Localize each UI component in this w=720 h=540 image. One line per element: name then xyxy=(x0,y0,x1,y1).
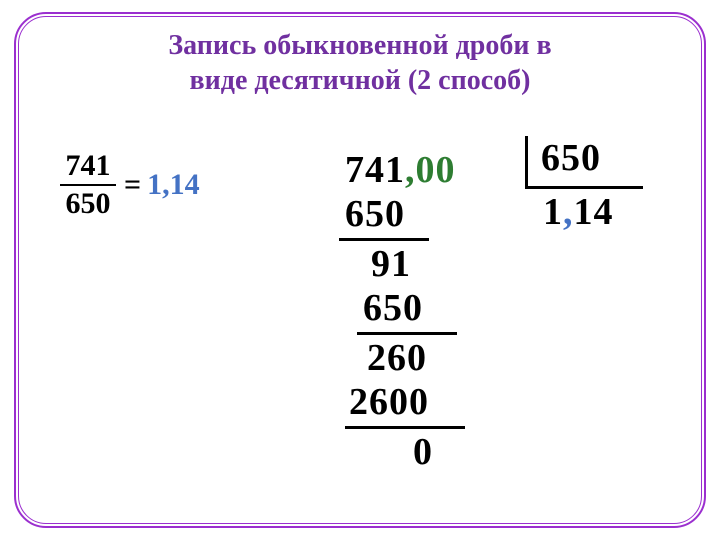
division-horizontal-bar xyxy=(525,186,643,189)
step-1-remainder: 91 xyxy=(371,242,411,286)
dividend-decimal: ,00 xyxy=(405,149,456,191)
step-2-subtract: 650 xyxy=(363,286,423,330)
step-2-remainder: 260 xyxy=(367,336,427,380)
step-1-line xyxy=(339,238,429,241)
title-line-1: Запись обыкновенной дроби в xyxy=(168,30,551,61)
step-1-subtract: 650 xyxy=(345,192,405,236)
step-3-remainder: 0 xyxy=(413,430,433,474)
quotient: 1,14 xyxy=(543,190,614,234)
numerator: 741 xyxy=(66,150,111,182)
equals-sign: = xyxy=(124,168,141,202)
dividend-integer: 741 xyxy=(345,149,405,191)
step-3-line xyxy=(345,426,465,429)
fraction: 741 650 xyxy=(60,150,116,219)
decimal-result: 1,14 xyxy=(147,168,200,202)
step-3-subtract: 2600 xyxy=(349,380,429,424)
fraction-bar xyxy=(60,184,116,186)
quotient-fraction: 14 xyxy=(574,191,614,233)
division-vertical-bar xyxy=(525,136,528,186)
step-2-line xyxy=(357,332,457,335)
page-title: Запись обыкновенной дроби в виде десятич… xyxy=(60,28,660,98)
denominator: 650 xyxy=(66,188,111,220)
dividend: 741,00 xyxy=(345,148,456,192)
long-division: 741,00 650 1,14 650 91 650 260 2600 0 xyxy=(345,130,675,510)
divisor: 650 xyxy=(541,136,601,180)
fraction-equation: 741 650 = 1,14 xyxy=(60,150,200,219)
title-line-2: виде десятичной (2 способ) xyxy=(190,65,531,96)
quotient-comma: , xyxy=(563,191,574,233)
quotient-integer: 1 xyxy=(543,191,563,233)
